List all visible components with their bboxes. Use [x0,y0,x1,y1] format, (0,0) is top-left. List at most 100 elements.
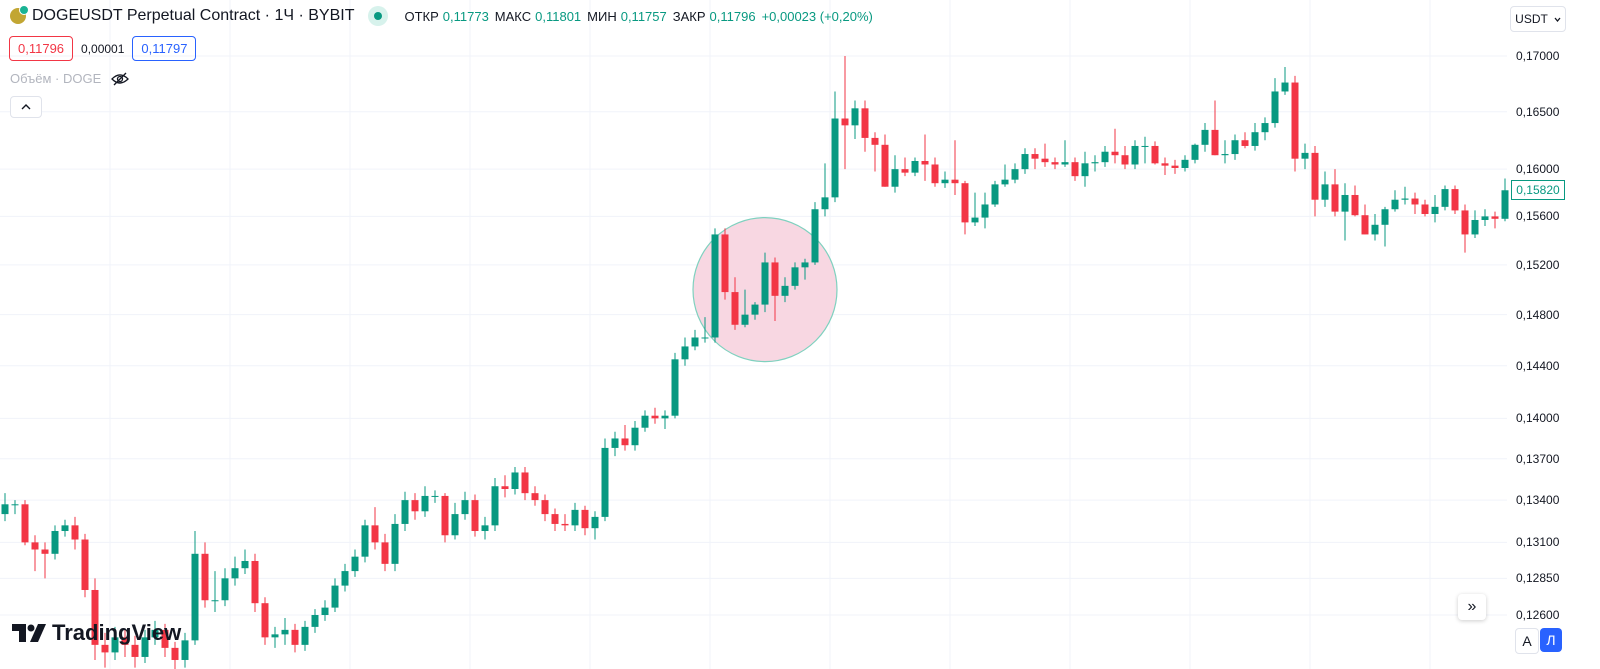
candle-body [231,568,239,579]
candle [951,140,959,195]
candle [541,494,549,522]
price-axis-label: 0,15200 [1516,257,1560,272]
candle-body [511,472,519,490]
candle-body [971,217,979,223]
candle [481,516,489,540]
candle-body [891,169,899,187]
candle [991,180,999,207]
candle-body [1091,162,1099,164]
sell-price-button[interactable]: 0,11796 [9,36,74,61]
candle-body [261,603,269,638]
candle-body [101,644,109,653]
price-axis-label: 0,14800 [1516,307,1560,322]
price-axis-label: 0,12600 [1516,608,1560,622]
candle-body [1,504,9,515]
tradingview-logo[interactable]: TradingView [12,620,181,646]
currency-selector[interactable]: USDT [1510,6,1566,32]
candle-body [1271,91,1279,124]
candle [1091,155,1099,172]
candle-body [911,160,919,173]
candle-body [1111,151,1119,156]
candle [111,626,119,660]
price-axis-label: 0,15600 [1516,209,1560,224]
candle-body [601,447,609,517]
candle-body [1381,209,1389,225]
candle [131,635,139,668]
auto-scale-button[interactable]: A [1515,628,1539,654]
candle [921,134,929,181]
candle [11,500,19,515]
candle [141,629,149,664]
candle-body [651,415,659,419]
candle-body [1221,154,1229,156]
candle-body [1161,163,1169,166]
collapse-legend-button[interactable] [10,96,42,118]
candle-body [281,629,289,635]
candle-body [621,438,629,446]
candle-body [1341,194,1349,212]
candle-body [1431,206,1439,215]
candle [571,502,579,532]
last-price-label: 0,15820 [1511,180,1565,201]
candle [381,533,389,572]
candle-body [161,629,169,648]
candle [501,475,509,498]
candle-body [541,500,549,515]
candle [1331,169,1339,217]
candle-body [191,553,199,641]
candle-body [881,144,889,187]
candle [931,157,939,187]
candle [671,352,679,419]
candle [451,502,459,540]
candle [391,514,399,572]
candle-body [491,486,499,526]
candle [241,549,249,574]
candle [21,500,29,546]
candle-body [551,514,559,524]
candle [1201,123,1209,152]
candle [891,155,899,193]
chevron-up-icon [21,104,31,110]
candle-body [1351,194,1359,216]
candle [321,600,329,621]
buy-price-button[interactable]: 0,11797 [132,36,197,61]
candle [741,289,749,328]
candle [331,578,339,613]
candle [1471,210,1479,239]
candle [101,632,109,668]
candle-body [921,160,929,165]
candle-body [291,629,299,645]
candle-body [51,531,59,554]
candle [221,568,229,607]
candle-body [951,179,959,184]
symbol-title[interactable]: DOGEUSDT Perpetual Contract · 1Ч · BYBIT [32,7,355,24]
log-scale-button[interactable]: Л [1540,628,1562,652]
candle [271,626,279,648]
candle [181,632,189,668]
candle-body [1311,152,1319,200]
eye-hidden-icon[interactable] [111,72,130,86]
candle [51,525,59,560]
candle-body [711,234,719,338]
candle [581,505,589,536]
candle-body [1141,145,1149,147]
candle [361,519,369,563]
candle-body [661,415,669,419]
scroll-to-realtime-button[interactable]: » [1458,594,1486,620]
candle-body [311,615,319,627]
candle [1381,206,1389,247]
candle [1301,143,1309,170]
candle [591,511,599,540]
candle-body [561,523,569,526]
candle-body [401,500,409,524]
candle [871,132,879,172]
candle [1411,192,1419,215]
candle-body [761,262,769,305]
candle-body [1491,216,1499,219]
symbol-legend: DOGEUSDT Perpetual Contract · 1Ч · BYBIT… [10,5,875,26]
candle-body [481,525,489,532]
candle [1451,185,1459,215]
candle-body [1361,215,1369,235]
candle-body [531,493,539,501]
